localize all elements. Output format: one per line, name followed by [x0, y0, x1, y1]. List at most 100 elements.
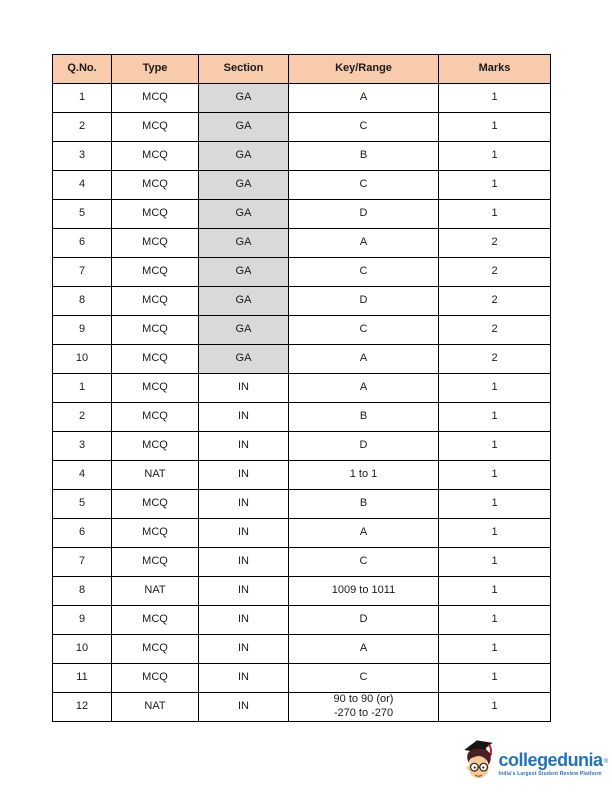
cell-marks: 1 [438, 605, 551, 635]
cell-key: A [288, 344, 439, 374]
cell-section: IN [198, 663, 289, 693]
table-row: 3 MCQ IN D 1 [52, 431, 551, 461]
cell-type: MCQ [111, 199, 199, 229]
cell-qno: 9 [52, 315, 112, 345]
cell-qno: 8 [52, 286, 112, 316]
cell-section: IN [198, 634, 289, 664]
cell-type: MCQ [111, 605, 199, 635]
table-row: 11 MCQ IN C 1 [52, 663, 551, 693]
column-header-type: Type [111, 54, 199, 84]
cell-key: D [288, 286, 439, 316]
cell-marks: 1 [438, 170, 551, 200]
cell-qno: 9 [52, 605, 112, 635]
cell-key: C [288, 112, 439, 142]
cell-marks: 1 [438, 402, 551, 432]
table-row: 9 MCQ IN D 1 [52, 605, 551, 635]
cell-section: IN [198, 489, 289, 519]
cell-key: B [288, 402, 439, 432]
cell-qno: 5 [52, 199, 112, 229]
cell-key: 1009 to 1011 [288, 576, 439, 606]
cell-section: IN [198, 460, 289, 490]
cell-type: MCQ [111, 83, 199, 113]
cell-key: B [288, 141, 439, 171]
cell-qno: 4 [52, 170, 112, 200]
table-row: 6 MCQ GA A 2 [52, 228, 551, 258]
cell-section: IN [198, 547, 289, 577]
cell-marks: 1 [438, 663, 551, 693]
cell-qno: 1 [52, 373, 112, 403]
cell-qno: 6 [52, 228, 112, 258]
cell-type: NAT [111, 692, 199, 722]
table-row: 7 MCQ IN C 1 [52, 547, 551, 577]
table-row: 6 MCQ IN A 1 [52, 518, 551, 548]
table-row: 10 MCQ IN A 1 [52, 634, 551, 664]
cell-key: B [288, 489, 439, 519]
cell-key: C [288, 315, 439, 345]
cell-section: IN [198, 402, 289, 432]
cell-qno: 10 [52, 344, 112, 374]
cell-marks: 1 [438, 431, 551, 461]
table-row: 5 MCQ IN B 1 [52, 489, 551, 519]
cell-qno: 11 [52, 663, 112, 693]
cell-key: A [288, 634, 439, 664]
column-header-marks: Marks [438, 54, 551, 84]
cell-section: GA [198, 257, 289, 287]
cell-type: MCQ [111, 315, 199, 345]
table-row: 5 MCQ GA D 1 [52, 199, 551, 229]
cell-type: MCQ [111, 344, 199, 374]
cell-section: GA [198, 344, 289, 374]
cell-section: IN [198, 431, 289, 461]
cell-section: GA [198, 141, 289, 171]
cell-type: MCQ [111, 141, 199, 171]
cell-key: A [288, 373, 439, 403]
cell-key: 90 to 90 (or) -270 to -270 [288, 692, 439, 722]
cell-marks: 1 [438, 83, 551, 113]
cell-section: GA [198, 170, 289, 200]
cell-type: MCQ [111, 112, 199, 142]
column-header-section: Section [198, 54, 289, 84]
cell-type: MCQ [111, 402, 199, 432]
cell-key: A [288, 228, 439, 258]
cell-key: 1 to 1 [288, 460, 439, 490]
cell-qno: 8 [52, 576, 112, 606]
table-row: 10 MCQ GA A 2 [52, 344, 551, 374]
cell-type: MCQ [111, 489, 199, 519]
cell-section: GA [198, 199, 289, 229]
table-row: 9 MCQ GA C 2 [52, 315, 551, 345]
cell-section: IN [198, 576, 289, 606]
cell-qno: 12 [52, 692, 112, 722]
column-header-key: Key/Range [288, 54, 439, 84]
table-header-row: Q.No. Type Section Key/Range Marks [52, 54, 551, 84]
table-row: 3 MCQ GA B 1 [52, 141, 551, 171]
cell-type: MCQ [111, 431, 199, 461]
cell-marks: 1 [438, 692, 551, 722]
brand-tagline: India's Largest Student Review Platform [498, 770, 602, 777]
cell-marks: 1 [438, 141, 551, 171]
cell-key: D [288, 605, 439, 635]
cell-section: GA [198, 286, 289, 316]
cell-key: A [288, 518, 439, 548]
cell-section: GA [198, 315, 289, 345]
cell-section: GA [198, 83, 289, 113]
brand-name: collegedunia [498, 749, 604, 770]
table-row: 2 MCQ IN B 1 [52, 402, 551, 432]
cell-qno: 3 [52, 141, 112, 171]
cell-type: NAT [111, 576, 199, 606]
cell-marks: 1 [438, 576, 551, 606]
cell-marks: 2 [438, 315, 551, 345]
cell-marks: 1 [438, 199, 551, 229]
cell-type: MCQ [111, 547, 199, 577]
cell-section: GA [198, 228, 289, 258]
cell-qno: 7 [52, 547, 112, 577]
cell-qno: 3 [52, 431, 112, 461]
cell-marks: 2 [438, 257, 551, 287]
table-row: 4 MCQ GA C 1 [52, 170, 551, 200]
cell-marks: 1 [438, 634, 551, 664]
cell-section: IN [198, 692, 289, 722]
collegedunia-logo: collegedunia ® India's Largest Student R… [462, 739, 608, 788]
cell-marks: 1 [438, 373, 551, 403]
cell-key: A [288, 83, 439, 113]
cell-type: MCQ [111, 257, 199, 287]
